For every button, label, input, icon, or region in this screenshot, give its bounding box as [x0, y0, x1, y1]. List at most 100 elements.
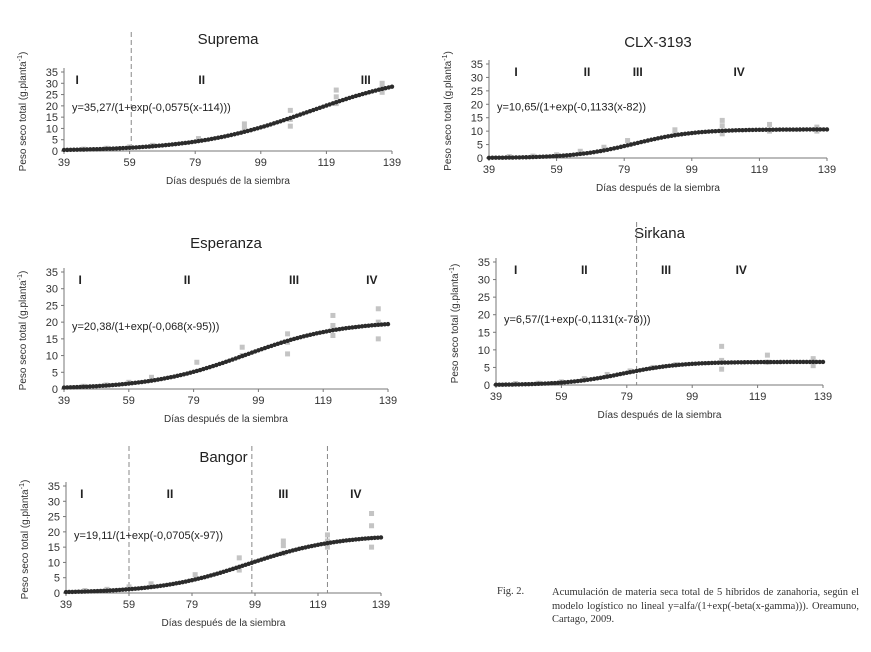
fitted-point: [818, 127, 823, 132]
x-tick-label: 39: [58, 395, 70, 407]
fitted-point: [353, 324, 358, 330]
fitted-point: [562, 380, 567, 385]
fitted-point: [739, 360, 744, 365]
observed-point: [369, 511, 375, 517]
fitted-point: [797, 359, 803, 365]
fitted-point: [781, 359, 786, 365]
fitted-point: [127, 145, 132, 150]
fitted-point: [791, 359, 796, 365]
fitted-point: [673, 362, 679, 368]
fitted-point: [794, 127, 799, 132]
fitted-point: [183, 140, 188, 146]
fitted-point: [235, 131, 241, 136]
fitted-point: [63, 589, 69, 595]
y-tick-label: 20: [478, 310, 490, 322]
fitted-point: [637, 368, 643, 373]
observed-point: [369, 523, 375, 529]
fitted-point: [153, 143, 159, 149]
fitted-point: [536, 381, 541, 387]
fitted-point: [146, 378, 151, 384]
model-equation: y=6,57/(1+exp(-0,1131(x-78))): [504, 314, 651, 326]
fitted-point: [87, 384, 93, 389]
fitted-point: [732, 360, 737, 365]
fitted-point: [340, 326, 345, 331]
fitted-point: [507, 155, 512, 160]
fitted-point: [686, 361, 692, 367]
fitted-point: [529, 381, 535, 387]
fitted-point: [679, 132, 684, 137]
fitted-point: [376, 322, 381, 328]
fitted-point: [129, 381, 135, 386]
fitted-point: [359, 324, 365, 329]
x-axis-label: Días después de la siembra: [596, 183, 720, 194]
fitted-point: [133, 145, 139, 150]
fitted-point: [569, 379, 574, 384]
observed-point: [764, 352, 770, 358]
fitted-point: [333, 327, 339, 332]
fitted-point: [588, 377, 594, 382]
fitted-point: [383, 85, 388, 91]
y-axis-label: Peso seco total (g.planta-1): [449, 264, 461, 384]
observed-point: [236, 555, 242, 561]
fitted-point: [723, 128, 728, 133]
fitted-point: [547, 154, 553, 159]
fitted-point: [706, 360, 711, 366]
fitted-point: [107, 588, 113, 593]
fitted-point: [101, 146, 106, 152]
x-tick-label: 59: [550, 164, 562, 176]
fitted-point: [686, 131, 691, 136]
fitted-point: [676, 362, 682, 368]
fitted-point: [61, 147, 67, 153]
fitted-point: [147, 144, 152, 149]
y-tick-label: 25: [46, 90, 58, 102]
x-axis-label: Días después de la siembra: [598, 410, 722, 421]
y-tick-label: 0: [477, 153, 483, 165]
fitted-point: [140, 144, 145, 150]
x-axis-label: Días después de la siembra: [166, 176, 290, 187]
model-equation: y=19,11/(1+exp(-0,0705(x-97)): [74, 530, 223, 542]
y-axis-label-sup: -1: [17, 55, 24, 61]
fitted-point: [103, 383, 109, 388]
x-axis-label: Días después de la siembra: [162, 618, 286, 629]
fitted-point: [760, 127, 765, 132]
fitted-point: [631, 369, 636, 374]
fitted-point: [733, 128, 738, 133]
fitted-point: [500, 155, 505, 160]
fitted-point: [713, 128, 718, 134]
y-tick-label: 10: [46, 351, 58, 363]
fitted-point: [156, 143, 162, 148]
y-axis-label-close: ): [20, 480, 31, 483]
fitted-point: [729, 360, 734, 365]
chart-title: CLX-3193: [624, 34, 692, 51]
fitted-point: [150, 144, 155, 149]
y-tick-label: 10: [471, 126, 483, 138]
fitted-point: [186, 140, 191, 145]
fitted-point: [76, 589, 81, 594]
fitted-point: [761, 359, 767, 365]
observed-point: [814, 124, 820, 130]
fitted-point: [376, 87, 382, 92]
fitted-point: [107, 383, 112, 388]
fitted-point: [663, 364, 669, 369]
fitted-point: [163, 142, 168, 148]
fitted-point: [116, 382, 122, 387]
x-tick-label: 59: [555, 391, 567, 403]
observed-point: [330, 322, 336, 328]
fitted-point: [97, 383, 102, 389]
fitted-point: [787, 127, 793, 132]
y-tick-label: 15: [478, 327, 490, 339]
fitted-point: [486, 155, 492, 160]
fitted-point: [608, 373, 613, 379]
fitted-point: [88, 147, 93, 152]
fitted-point: [634, 368, 639, 374]
fitted-point: [149, 378, 154, 383]
fitted-point: [725, 360, 731, 365]
y-axis-label: Peso seco total (g.planta-1): [442, 51, 454, 171]
fitted-point: [820, 359, 826, 365]
observed-point: [719, 117, 725, 123]
fitted-point: [89, 589, 94, 594]
fitted-point: [129, 586, 135, 592]
fitted-point: [618, 144, 624, 150]
chart-bangor: Bangor 0 5 10 15 20 25 30 35 39 59 79 99 119 139 Días d…: [19, 446, 390, 629]
y-tick-label: 5: [52, 135, 58, 147]
